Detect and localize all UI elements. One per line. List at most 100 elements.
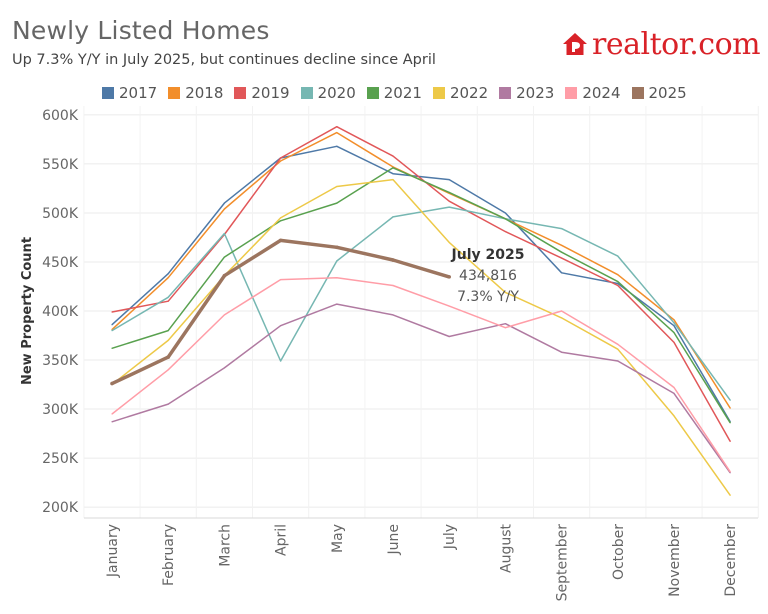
data-point-2024	[504, 327, 506, 329]
legend-label: 2019	[251, 84, 290, 102]
series-line-2019	[111, 125, 731, 442]
legend-label: 2024	[582, 84, 621, 102]
data-point-2018	[167, 277, 169, 279]
annotation-title: July 2025	[451, 247, 525, 263]
x-tick-label: March	[217, 524, 233, 567]
data-point-2025	[110, 381, 114, 386]
data-point-2021	[561, 251, 563, 253]
data-point-2022	[729, 494, 731, 496]
legend-item-2021: 2021	[366, 84, 422, 102]
data-point-2017	[111, 324, 113, 326]
data-point-2022	[561, 317, 563, 319]
x-tick-label: September	[555, 524, 571, 602]
data-point-2018	[729, 407, 731, 409]
x-tick-label: October	[611, 524, 627, 580]
data-point-2025	[166, 355, 170, 359]
legend-label: 2021	[383, 84, 422, 102]
data-point-2020	[448, 206, 450, 208]
data-point-2018	[223, 208, 225, 210]
data-point-2022	[392, 179, 394, 181]
data-point-2023	[448, 335, 450, 338]
legend-item-2022: 2022	[432, 84, 489, 102]
data-point-2017	[673, 325, 675, 327]
data-point-2025	[278, 238, 283, 243]
y-tick-label: 450K	[42, 255, 79, 271]
data-point-2019	[280, 157, 282, 159]
data-point-2022	[504, 291, 506, 293]
data-point-2021	[167, 330, 169, 332]
data-point-2024	[392, 284, 394, 287]
data-point-2025	[222, 273, 227, 278]
legend-item-2018: 2018	[168, 84, 223, 102]
data-point-2024	[223, 314, 225, 316]
data-point-2024	[336, 277, 338, 279]
legend-label: 2025	[648, 84, 687, 102]
data-point-2017	[617, 282, 619, 285]
data-point-2021	[504, 218, 506, 220]
chart-subtitle: Up 7.3% Y/Y in July 2025, but continues …	[12, 52, 436, 68]
legend-swatch	[631, 87, 644, 99]
legend-label: 2018	[185, 84, 224, 102]
series-line-2021	[111, 167, 731, 424]
y-tick-label: 200K	[42, 500, 79, 516]
legend-swatch	[565, 87, 578, 99]
data-point-2023	[223, 367, 225, 369]
legend-item-2024: 2024	[565, 84, 621, 102]
legend-swatch	[234, 87, 247, 99]
annotation-change: 7.3% Y/Y	[457, 289, 519, 305]
x-tick-label: August	[498, 523, 514, 573]
data-point-2023	[280, 325, 282, 327]
x-tick-label: January	[105, 524, 121, 578]
data-point-2020	[617, 255, 619, 257]
data-point-2020	[729, 399, 731, 401]
data-point-2017	[504, 212, 506, 214]
data-point-2021	[392, 167, 394, 169]
y-tick-label: 300K	[42, 402, 79, 418]
data-point-2017	[223, 202, 225, 204]
data-point-2021	[448, 191, 450, 193]
x-tick-label: July	[442, 524, 458, 550]
data-point-2019	[167, 300, 169, 302]
x-tick-label: April	[274, 524, 290, 556]
y-axis-title: New Property Count	[20, 237, 35, 385]
series-line-2024	[111, 276, 731, 473]
data-point-2022	[673, 415, 675, 417]
data-point-2024	[561, 310, 563, 312]
data-point-2018	[561, 244, 563, 246]
y-tick-label: 250K	[42, 451, 79, 467]
data-point-2018	[280, 160, 282, 162]
x-tick-label: November	[667, 524, 683, 597]
data-point-2019	[561, 257, 563, 259]
legend-label: 2023	[516, 84, 555, 102]
data-point-2019	[392, 155, 394, 157]
data-point-2022	[336, 185, 338, 188]
data-point-2019	[336, 126, 338, 128]
data-point-2017	[336, 145, 338, 147]
data-point-2019	[617, 284, 619, 287]
data-point-2025	[335, 245, 339, 250]
legend-label: 2022	[449, 84, 489, 102]
data-point-2022	[167, 339, 169, 342]
x-tick-label: June	[386, 524, 402, 556]
legend-label: 2020	[317, 84, 356, 102]
x-tick-label: May	[330, 524, 346, 553]
data-point-2023	[561, 351, 563, 353]
data-point-2023	[673, 392, 675, 394]
house-icon	[563, 33, 587, 55]
legend-swatch	[499, 87, 512, 99]
data-point-2021	[729, 422, 731, 424]
legend-swatch	[168, 87, 181, 99]
data-point-2019	[448, 200, 450, 202]
data-point-2022	[617, 348, 619, 350]
data-point-2018	[617, 274, 619, 276]
legend-swatch	[432, 87, 445, 99]
data-point-2018	[336, 131, 338, 134]
legend-item-2019: 2019	[234, 84, 290, 102]
chart-legend: 2017 2018 2019 2020 2021 2022 2023 2024 2025	[102, 84, 698, 102]
data-point-2021	[617, 280, 619, 283]
data-point-2025	[447, 275, 452, 279]
data-point-2022	[280, 217, 282, 219]
data-point-2021	[673, 331, 675, 334]
data-point-2017	[561, 272, 563, 274]
